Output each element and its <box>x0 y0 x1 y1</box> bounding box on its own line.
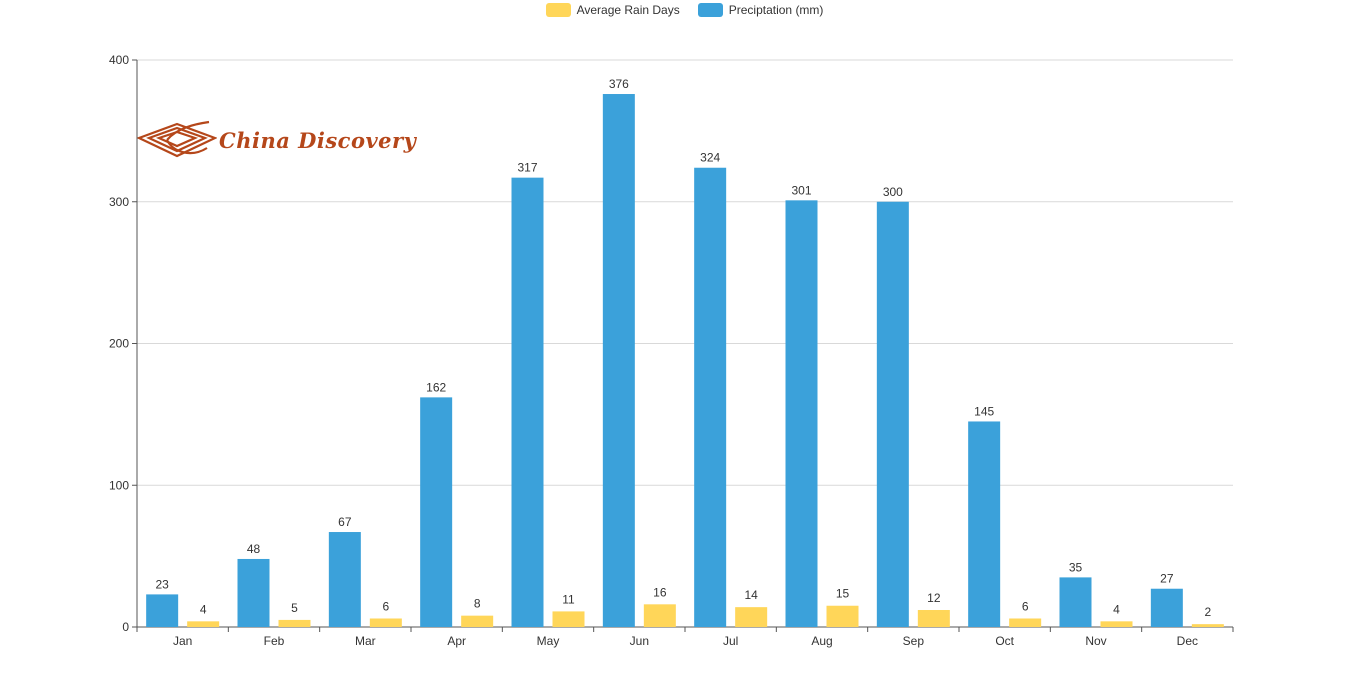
rain-days-bar <box>187 621 220 627</box>
rain-days-data-label: 6 <box>382 599 389 613</box>
rain-days-data-label: 6 <box>1022 599 1029 613</box>
precipitation-bar <box>146 594 179 627</box>
x-tick-label: Dec <box>1177 634 1198 648</box>
x-tick-label: Jun <box>630 634 649 648</box>
precipitation-data-label: 301 <box>791 183 811 197</box>
x-tick-label: Jan <box>173 634 192 648</box>
x-tick-label: Mar <box>355 634 376 648</box>
precipitation-data-label: 67 <box>338 515 352 529</box>
precipitation-bar <box>694 167 727 628</box>
x-tick-label: May <box>537 634 560 648</box>
x-tick-label: Aug <box>811 634 832 648</box>
precipitation-bar <box>328 532 361 627</box>
x-tick-label: Nov <box>1085 634 1106 648</box>
rain-days-data-label: 5 <box>291 601 298 615</box>
rain-days-bar <box>1100 621 1133 627</box>
rain-days-data-label: 16 <box>653 585 667 599</box>
rain-days-data-label: 14 <box>744 588 758 602</box>
rain-days-data-label: 11 <box>562 592 575 606</box>
precipitation-bar <box>602 94 635 627</box>
precipitation-bar <box>876 201 909 627</box>
x-tick-label: Feb <box>264 634 285 648</box>
y-tick-label: 400 <box>109 53 129 67</box>
rain-days-data-label: 8 <box>474 597 481 611</box>
logo-emblem-icon <box>137 120 217 158</box>
legend-item-rain-days[interactable]: Average Rain Days <box>545 3 680 17</box>
rain-days-bar <box>643 604 676 627</box>
precipitation-data-label: 324 <box>700 151 720 165</box>
legend-swatch-precipitation <box>697 3 723 17</box>
legend-swatch-rain-days <box>545 3 571 17</box>
y-tick-label: 300 <box>109 195 129 209</box>
precipitation-data-label: 300 <box>883 185 903 199</box>
logo-text: China Discovery <box>219 127 417 153</box>
x-tick-label: Oct <box>995 634 1014 648</box>
legend-label-precipitation: Preciptation (mm) <box>728 3 824 17</box>
rain-days-bar <box>1009 618 1042 627</box>
rain-days-bar <box>278 619 311 627</box>
rain-days-bar <box>917 609 950 627</box>
rain-days-data-label: 12 <box>927 591 941 605</box>
rain-days-bar <box>461 615 494 627</box>
precipitation-data-label: 376 <box>609 77 629 91</box>
rain-days-bar <box>552 611 585 627</box>
precipitation-data-label: 162 <box>426 380 446 394</box>
y-tick-label: 200 <box>109 337 129 351</box>
y-tick-label: 100 <box>109 478 129 492</box>
legend-label-rain-days: Average Rain Days <box>576 3 680 17</box>
precipitation-bar <box>1059 577 1092 627</box>
rain-days-bar <box>369 618 402 627</box>
x-tick-label: Jul <box>723 634 738 648</box>
precipitation-data-label: 23 <box>155 577 169 591</box>
rain-days-data-label: 15 <box>836 587 850 601</box>
rain-days-bar <box>735 607 768 627</box>
precipitation-bar <box>420 397 453 627</box>
rain-days-data-label: 4 <box>200 602 207 616</box>
precipitation-bar <box>1150 588 1183 627</box>
rain-days-bar <box>826 605 859 627</box>
precipitation-data-label: 27 <box>1160 572 1174 586</box>
legend-item-precipitation[interactable]: Preciptation (mm) <box>697 3 824 17</box>
x-tick-label: Apr <box>447 634 466 648</box>
legend: Average Rain Days Preciptation (mm) <box>0 3 1369 17</box>
precipitation-data-label: 35 <box>1069 560 1083 574</box>
precipitation-data-label: 145 <box>974 404 994 418</box>
x-tick-label: Sep <box>903 634 925 648</box>
precipitation-bar <box>785 200 818 627</box>
y-tick-label: 0 <box>122 620 129 634</box>
precipitation-bar <box>511 177 544 627</box>
precipitation-bar <box>968 421 1001 627</box>
rain-days-data-label: 4 <box>1113 602 1120 616</box>
china-discovery-logo: China Discovery <box>137 118 416 162</box>
precipitation-data-label: 317 <box>517 161 537 175</box>
rain-days-bar <box>1191 624 1224 627</box>
rain-days-data-label: 2 <box>1204 605 1211 619</box>
precipitation-bar <box>237 558 270 627</box>
precipitation-data-label: 48 <box>247 542 261 556</box>
